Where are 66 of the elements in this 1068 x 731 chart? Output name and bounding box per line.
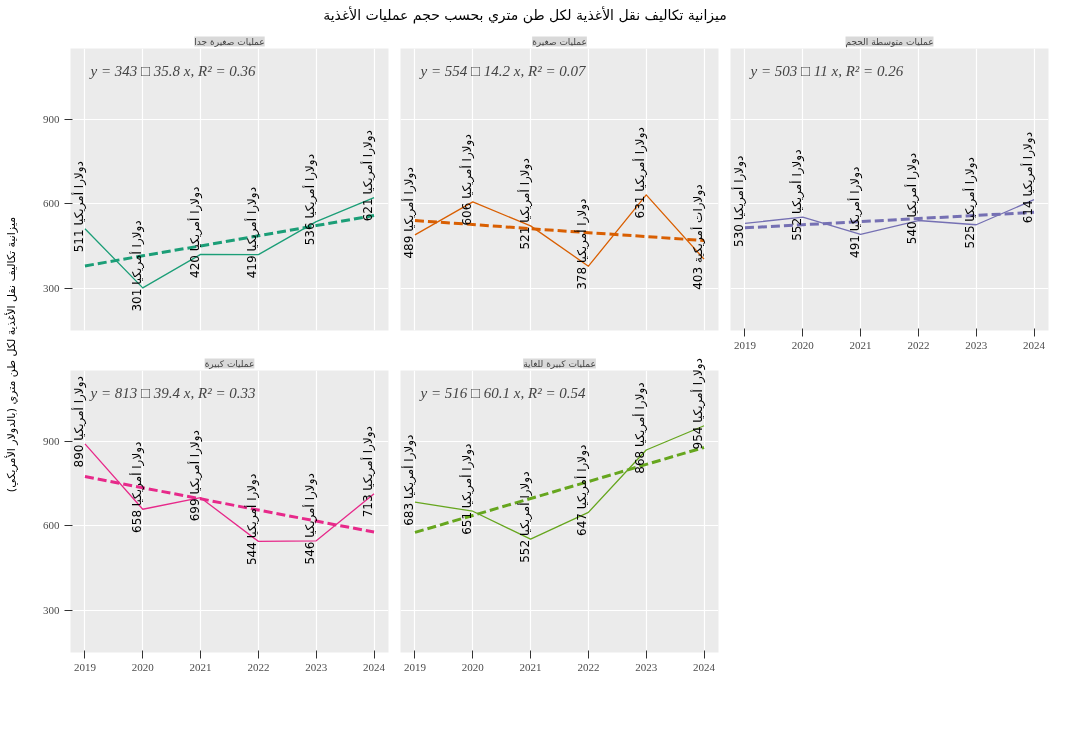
x-tick-label: 2022: [247, 660, 270, 673]
x-tick-label: 2023: [965, 338, 988, 351]
data-label: 420 دولارا أمريكيا: [186, 186, 203, 278]
x-tick-label: 2022: [907, 338, 930, 351]
data-label: 521 دولارا أمريكيا: [516, 158, 533, 250]
data-label: 403 دولارات أمريكية: [690, 184, 707, 290]
x-tick-label: 2020: [131, 660, 155, 673]
x-tick-label: 2019: [733, 338, 757, 351]
data-label: 683 دولارا أمريكيا: [400, 434, 417, 526]
x-tick-label: 2020: [461, 660, 485, 673]
x-tick-label: 2024: [693, 660, 716, 673]
y-tick-label: 600: [43, 197, 60, 210]
x-tick-label: 2024: [1023, 338, 1046, 351]
data-label: 890 دولارا أمريكيا: [70, 376, 87, 468]
data-label: 614 دولارا أمريكيا: [1020, 132, 1037, 224]
data-label: 301 دولارا أمريكيا: [128, 220, 145, 312]
data-label: 552 دولارا أمريكيا: [788, 149, 805, 241]
x-tick-label: 2020: [791, 338, 815, 351]
x-tick-label: 2019: [73, 660, 97, 673]
x-tick-label: 2021: [519, 660, 542, 673]
x-tick-label: 2023: [635, 660, 658, 673]
y-tick-label: 300: [43, 281, 60, 294]
y-axis-title: ميزانية تكاليف نقل الأغذية لكل طن متري (بالدولار الأمريكي): [4, 216, 18, 493]
annotation: y = 343 □ 35.8 x, R² = 0.36: [88, 62, 257, 79]
data-label: 546 دولارا أمريكيا: [302, 473, 319, 565]
data-label: 651 دولارا أمريكيا: [458, 443, 475, 535]
chart-title: عمليات كبيرة للغاية: [523, 358, 596, 369]
annotation: y = 516 □ 60.1 x, R² = 0.54: [418, 384, 587, 401]
chart-title: عمليات صغيرة: [532, 36, 587, 47]
y-tick-label: 300: [43, 603, 60, 616]
data-label: 544 دولارا أمريكيا: [244, 473, 261, 566]
data-label: 954 دولارا أمريكيا: [690, 358, 707, 450]
data-label: 489 دولارا أمريكيا: [400, 167, 417, 259]
x-tick-label: 2024: [363, 660, 386, 673]
data-label: 658 دولارا أمريكيا: [128, 441, 145, 533]
data-label: 699 دولارا أمريكيا: [186, 430, 203, 522]
x-tick-label: 2023: [305, 660, 328, 673]
data-label: 621 دولارا أمريكيا: [360, 130, 377, 222]
chart-title: عمليات صغيرة جدا: [194, 36, 265, 47]
data-label: 419 دولارا أمريكيا: [244, 187, 261, 279]
y-tick-label: 900: [43, 112, 60, 125]
x-tick-label: 2021: [849, 338, 872, 351]
data-label: 713 دولارا أمريكيا: [360, 426, 377, 518]
data-label: 540 دولارا أمريكيا: [904, 152, 921, 245]
data-label: 552 دولارا أمريكيا: [516, 471, 533, 563]
annotation: y = 503 □ 11 x, R² = 0.26: [748, 62, 904, 79]
text: ميزانية تكاليف نقل الأغذية لكل طن متري بحسب حجم عمليات الأغذية: [323, 5, 727, 25]
data-label: 491 دولارا أمريكيا: [846, 166, 863, 258]
chart-title: عمليات متوسطة الحجم: [845, 36, 934, 48]
data-label: 606 دولارا أمريكيا: [458, 134, 475, 226]
data-label: 530 دولارا أمريكيا: [730, 155, 747, 247]
y-tick-label: 900: [43, 434, 60, 447]
data-label: 525 دولارا أمريكيا: [962, 157, 979, 249]
chart-title: عمليات كبيرة: [204, 358, 255, 369]
data-label: 536 دولارا أمريكيا: [302, 154, 319, 246]
annotation: y = 813 □ 39.4 x, R² = 0.33: [88, 384, 256, 401]
x-tick-label: 2022: [577, 660, 600, 673]
y-tick-label: 600: [43, 519, 60, 532]
data-label: 378 دولارا أمريكيا: [574, 198, 591, 290]
x-tick-label: 2019: [403, 660, 427, 673]
data-label: 868 دولارا أمريكيا: [632, 382, 649, 474]
annotation: y = 554 □ 14.2 x, R² = 0.07: [418, 62, 588, 79]
x-tick-label: 2021: [189, 660, 212, 673]
data-label: 631 دولارا أمريكيا: [632, 127, 649, 219]
data-label: 647 دولارا أمريكيا: [574, 444, 591, 536]
data-label: 511 دولارا أمريكيا: [70, 161, 87, 253]
